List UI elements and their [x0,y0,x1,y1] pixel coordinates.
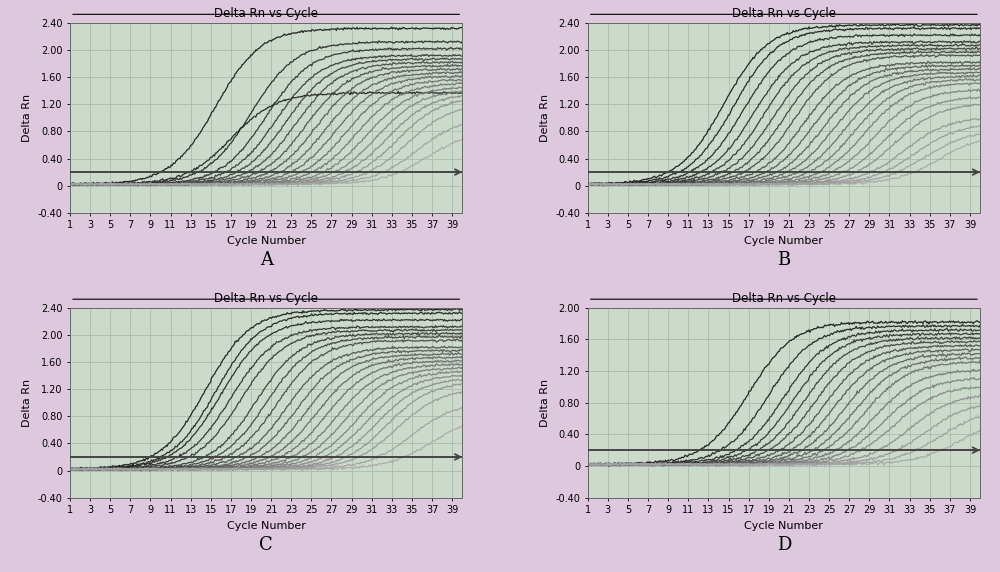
Y-axis label: Delta Rn: Delta Rn [540,94,550,142]
Y-axis label: Delta Rn: Delta Rn [22,94,32,142]
X-axis label: Cycle Number: Cycle Number [744,236,823,246]
Title: Delta Rn vs Cycle: Delta Rn vs Cycle [732,292,836,305]
Title: Delta Rn vs Cycle: Delta Rn vs Cycle [214,7,318,21]
Y-axis label: Delta Rn: Delta Rn [22,379,32,427]
X-axis label: Cycle Number: Cycle Number [227,236,306,246]
X-axis label: Cycle Number: Cycle Number [744,521,823,531]
Y-axis label: Delta Rn: Delta Rn [540,379,550,427]
Text: A: A [260,251,273,269]
Text: B: B [777,251,791,269]
X-axis label: Cycle Number: Cycle Number [227,521,306,531]
Text: D: D [777,535,791,554]
Title: Delta Rn vs Cycle: Delta Rn vs Cycle [732,7,836,21]
Text: C: C [259,535,273,554]
Title: Delta Rn vs Cycle: Delta Rn vs Cycle [214,292,318,305]
